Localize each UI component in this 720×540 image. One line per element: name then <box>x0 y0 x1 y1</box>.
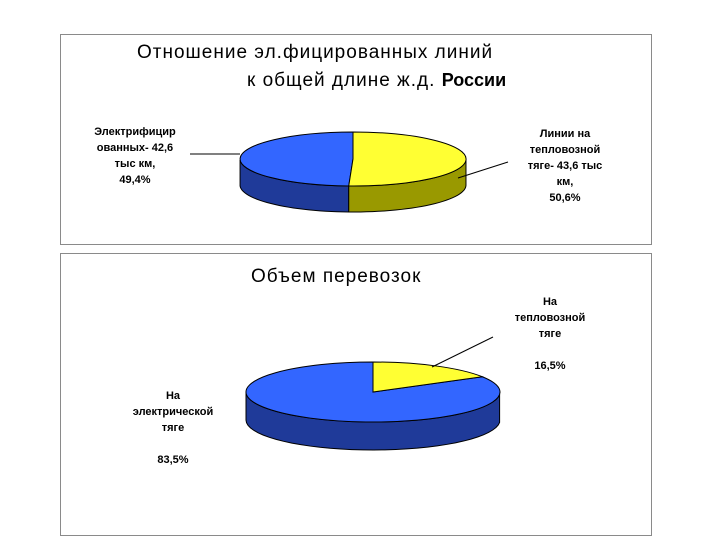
chart2-slice-1-top <box>372 361 485 393</box>
chart2-label-electric-line-1: электрической <box>132 406 214 418</box>
chart1-label-diesel-line-4: 50,6% <box>549 192 581 204</box>
chart2-label-electric-line-2: тяге <box>161 422 185 434</box>
chart2-title: Объем перевозок <box>251 266 422 287</box>
chart1-slice-1-top <box>348 131 467 187</box>
chart2-label-electric-line-4: 83,5% <box>157 454 189 466</box>
chart1-label-electrified: Электрифицир ованных- 42,6 тыс км, 49,4% <box>70 124 200 188</box>
chart1-title-line2: к общей длине ж.д. России <box>247 70 506 92</box>
chart1-label-electrified-line-0: Электрифицир <box>94 126 176 138</box>
chart2-label-diesel-line-4: 16,5% <box>534 360 566 372</box>
chart1-label-diesel-line-1: тепловозной <box>529 144 601 156</box>
chart1-label-electrified-line-3: 49,4% <box>119 174 151 186</box>
chart2-label-diesel-line-1: тепловозной <box>514 312 586 324</box>
chart2-label-diesel: На тепловозной тяге 16,5% <box>490 294 610 374</box>
chart2-leader-diesel <box>431 336 494 368</box>
chart2-label-diesel-line-2: тяге <box>538 328 562 340</box>
chart1-title-line2-main: к общей длине ж.д. <box>247 70 436 91</box>
chart1-slice-0-top <box>239 131 354 187</box>
chart2-label-diesel-line-0: На <box>542 296 558 308</box>
chart1-title-line2-suffix: России <box>441 70 507 90</box>
chart2-label-electric-line-0: На <box>165 390 181 402</box>
chart1-label-diesel: Линии на тепловозной тяге- 43,6 тыс км, 50,6… <box>502 126 628 206</box>
chart1-title-line1: Отношение эл.фицированных линий <box>137 42 494 63</box>
chart1-label-diesel-line-3: км, <box>556 176 574 188</box>
chart2-label-electric: На электрической тяге 83,5% <box>108 388 238 468</box>
chart1-label-diesel-line-0: Линии на <box>539 128 591 140</box>
chart1-label-electrified-line-1: ованных- 42,6 <box>96 142 174 154</box>
chart1-label-electrified-line-2: тыс км, <box>114 158 156 170</box>
chart1-leader-diesel <box>457 161 509 179</box>
chart1-label-diesel-line-2: тяге- 43,6 тыс <box>527 160 603 172</box>
